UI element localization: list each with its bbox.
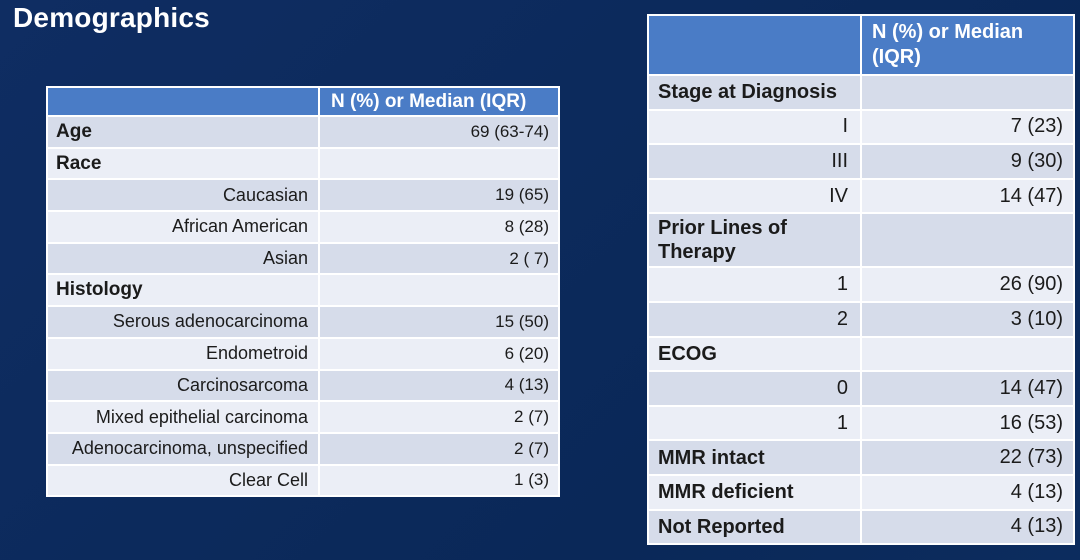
row-value: 2 (7) (318, 431, 560, 466)
table-row: Serous adenocarcinoma 15 (50) (46, 305, 560, 339)
column-header-n-median: N (%) or Median (IQR) (318, 86, 560, 117)
table-header-row: N (%) or Median (IQR) (647, 14, 1075, 76)
table-row: IV 14 (47) (647, 177, 1075, 215)
row-sub-label: 0 (647, 370, 862, 407)
row-sub-label: III (647, 143, 862, 180)
table-row: Carcinosarcoma 4 (13) (46, 368, 560, 403)
table-body: Stage at Diagnosis I 7 (23) III 9 (30) IV 14 (… (647, 74, 1075, 546)
table-row: Age 69 (63-74) (46, 115, 560, 149)
row-value: 6 (20) (318, 336, 560, 371)
row-value (318, 146, 560, 181)
table-row: Endometroid 6 (20) (46, 336, 560, 371)
row-value: 14 (47) (860, 177, 1075, 215)
row-sub-label: Mixed epithelial carcinoma (46, 400, 320, 434)
table-row: Adenocarcinoma, unspecified 2 (7) (46, 431, 560, 466)
table-row: African American 8 (28) (46, 210, 560, 244)
row-value: 14 (47) (860, 370, 1075, 407)
row-sub-label: Caucasian (46, 178, 320, 213)
table-row: 0 14 (47) (647, 370, 1075, 407)
row-sub-label: Asian (46, 241, 320, 276)
table-row: Prior Lines of Therapy (647, 212, 1075, 269)
table-row: MMR deficient 4 (13) (647, 473, 1075, 511)
row-category-label: Age (46, 115, 320, 149)
row-value: 4 (13) (860, 508, 1075, 546)
row-value (318, 273, 560, 308)
table-row: Mixed epithelial carcinoma 2 (7) (46, 400, 560, 434)
table-row: 1 16 (53) (647, 404, 1075, 442)
row-value: 15 (50) (318, 305, 560, 339)
table-header-row: N (%) or Median (IQR) (46, 86, 560, 117)
row-value: 22 (73) (860, 439, 1075, 476)
row-category-label: Not Reported (647, 508, 862, 546)
row-category-label: MMR intact (647, 439, 862, 476)
row-sub-label: Carcinosarcoma (46, 368, 320, 403)
table-row: Race (46, 146, 560, 181)
row-value: 19 (65) (318, 178, 560, 213)
table-row: Not Reported 4 (13) (647, 508, 1075, 546)
row-value: 7 (23) (860, 108, 1075, 146)
row-value (860, 74, 1075, 111)
column-header-empty (647, 14, 862, 76)
row-value: 2 ( 7) (318, 241, 560, 276)
row-sub-label: Clear Cell (46, 463, 320, 498)
row-value: 16 (53) (860, 404, 1075, 442)
table-row: MMR intact 22 (73) (647, 439, 1075, 476)
row-sub-label: Endometroid (46, 336, 320, 371)
row-value (860, 335, 1075, 373)
column-header-empty (46, 86, 320, 117)
row-value: 8 (28) (318, 210, 560, 244)
table-row: 1 26 (90) (647, 266, 1075, 303)
row-value: 1 (3) (318, 463, 560, 498)
row-category-label: Stage at Diagnosis (647, 74, 862, 111)
row-sub-label: Serous adenocarcinoma (46, 305, 320, 339)
table-row: Stage at Diagnosis (647, 74, 1075, 111)
row-sub-label: African American (46, 210, 320, 244)
row-value (860, 212, 1075, 269)
demographics-table-right: N (%) or Median (IQR) Stage at Diagnosis… (647, 14, 1075, 546)
row-sub-label: 1 (647, 266, 862, 303)
row-sub-label: 1 (647, 404, 862, 442)
row-category-label: Prior Lines of Therapy (647, 212, 862, 269)
table-row: III 9 (30) (647, 143, 1075, 180)
table-row: Asian 2 ( 7) (46, 241, 560, 276)
row-sub-label: 2 (647, 300, 862, 338)
row-sub-label: I (647, 108, 862, 146)
row-value: 4 (13) (318, 368, 560, 403)
row-value: 4 (13) (860, 473, 1075, 511)
column-header-n-median: N (%) or Median (IQR) (860, 14, 1075, 76)
row-category-label: Race (46, 146, 320, 181)
table-row: Clear Cell 1 (3) (46, 463, 560, 498)
table-row: ECOG (647, 335, 1075, 373)
row-value: 26 (90) (860, 266, 1075, 303)
page-title: Demographics (13, 2, 210, 33)
row-sub-label: IV (647, 177, 862, 215)
row-sub-label: Adenocarcinoma, unspecified (46, 431, 320, 466)
row-value: 2 (7) (318, 400, 560, 434)
table-row: Histology (46, 273, 560, 308)
table-body: Age 69 (63-74) Race Caucasian 19 (65) African… (46, 115, 560, 498)
row-category-label: ECOG (647, 335, 862, 373)
table-row: Caucasian 19 (65) (46, 178, 560, 213)
row-category-label: MMR deficient (647, 473, 862, 511)
row-value: 69 (63-74) (318, 115, 560, 149)
row-value: 3 (10) (860, 300, 1075, 338)
row-value: 9 (30) (860, 143, 1075, 180)
row-category-label: Histology (46, 273, 320, 308)
demographics-table-left: N (%) or Median (IQR) Age 69 (63-74) Race C… (46, 86, 560, 498)
